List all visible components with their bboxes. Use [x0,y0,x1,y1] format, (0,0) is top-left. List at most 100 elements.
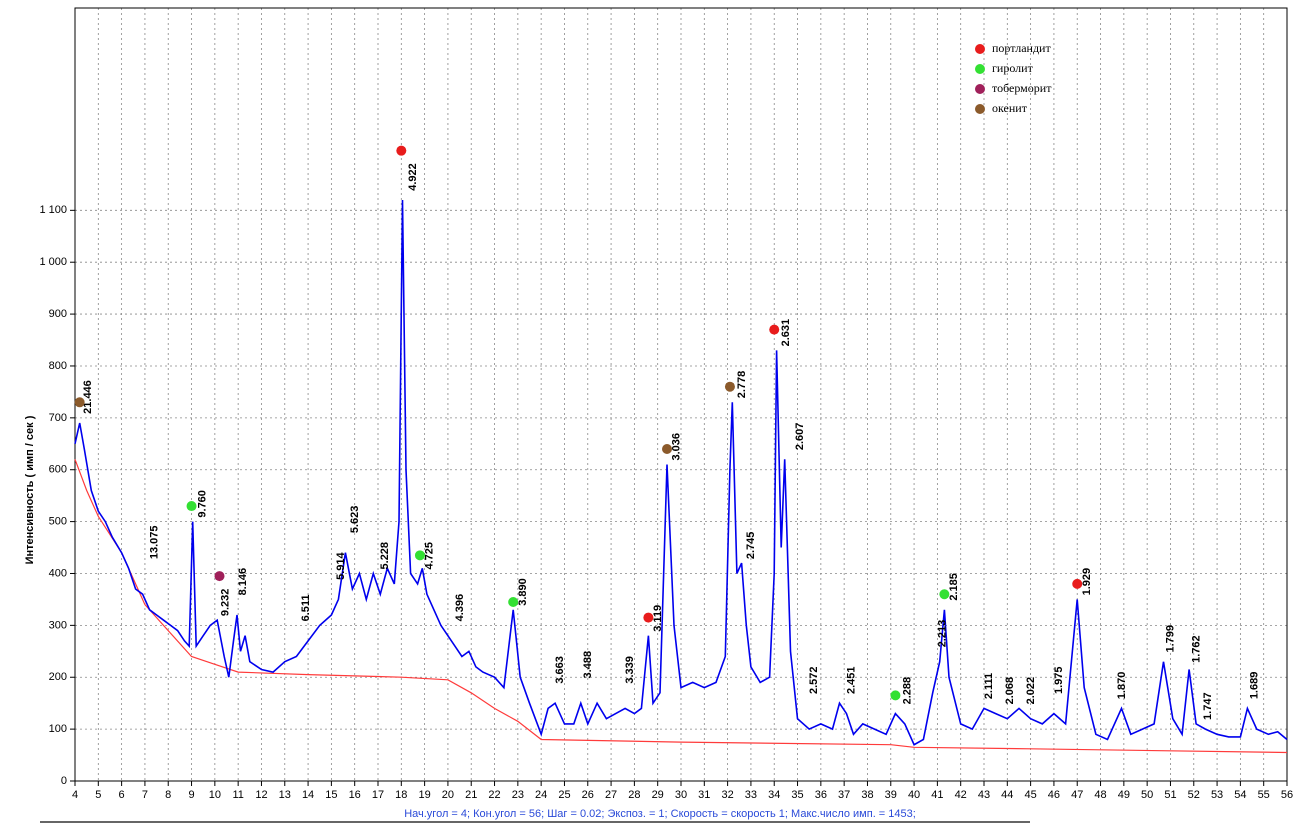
x-tick-label: 12 [255,789,267,801]
x-tick-label: 52 [1188,789,1200,801]
peak-label: 3.119 [652,605,664,632]
caption: Нач.угол = 4; Кон.угол = 56; Шаг = 0.02;… [404,808,916,820]
x-tick-label: 33 [745,789,757,801]
peak-label: 2.288 [901,677,913,705]
x-tick-label: 35 [791,789,803,801]
peak-label: 2.213 [936,620,948,648]
x-tick-label: 13 [279,789,291,801]
y-tick-label: 400 [49,567,67,579]
peak-label: 2.111 [983,673,995,699]
x-tick-label: 15 [325,789,337,801]
x-tick-label: 4 [72,789,78,801]
y-tick-label: 600 [49,464,67,476]
x-tick-label: 39 [885,789,897,801]
x-tick-label: 17 [372,789,384,801]
phase-marker [396,145,407,156]
phase-marker [214,571,225,582]
series-line [74,199,1288,746]
x-tick-label: 48 [1094,789,1106,801]
peak-label: 9.760 [196,490,208,518]
x-tick-label: 53 [1211,789,1223,801]
x-tick-label: 19 [418,789,430,801]
x-tick-label: 10 [209,789,221,801]
x-tick-label: 20 [442,789,454,801]
peak-label: 6.511 [300,594,312,621]
x-tick-label: 45 [1024,789,1036,801]
legend-marker [975,44,985,54]
x-tick-label: 21 [465,789,477,801]
peak-label: 2.185 [948,573,960,601]
peak-label: 2.022 [1025,677,1037,705]
x-tick-label: 54 [1234,789,1246,801]
x-tick-label: 50 [1141,789,1153,801]
y-tick-label: 700 [49,412,67,424]
x-tick-label: 6 [119,789,125,801]
phase-marker [1072,578,1083,589]
phase-marker [890,690,901,701]
x-tick-label: 36 [815,789,827,801]
x-tick-label: 51 [1164,789,1176,801]
peak-label: 1.870 [1116,672,1128,700]
x-tick-label: 41 [931,789,943,801]
y-tick-label: 500 [49,516,67,528]
x-tick-label: 22 [488,789,500,801]
peak-label: 1.799 [1165,625,1177,653]
phase-marker [74,397,85,408]
legend-label: гиролит [992,61,1034,75]
phase-marker [508,597,519,608]
x-tick-label: 38 [861,789,873,801]
legend-marker [975,84,985,94]
x-tick-label: 11 [232,789,243,801]
x-tick-label: 56 [1281,789,1293,801]
y-tick-label: 1 000 [39,256,67,268]
legend-marker [975,104,985,114]
peak-label: 1.929 [1081,568,1093,596]
peak-label: 2.778 [736,371,748,399]
y-axis-label: Интенсивность ( имп / сек ) [24,415,36,564]
peak-label: 3.036 [671,433,683,461]
x-tick-label: 34 [768,789,780,801]
x-tick-label: 31 [698,789,710,801]
x-tick-label: 37 [838,789,850,801]
peak-label: 1.689 [1249,672,1261,700]
peak-label: 21.446 [82,380,94,414]
y-tick-label: 300 [49,619,67,631]
x-tick-label: 7 [142,789,148,801]
peak-label: 4.922 [407,163,419,191]
peak-label: 1.762 [1190,635,1202,663]
peak-label: 3.488 [582,651,594,679]
x-tick-label: 30 [675,789,687,801]
x-tick-label: 42 [955,789,967,801]
x-tick-label: 29 [652,789,664,801]
peak-label: 2.631 [780,319,792,347]
x-tick-label: 46 [1048,789,1060,801]
x-tick-label: 43 [978,789,990,801]
peak-label: 2.068 [1004,677,1016,705]
x-tick-label: 25 [558,789,570,801]
x-tick-label: 5 [95,789,101,801]
plot-frame [74,7,1288,782]
peak-label: 2.572 [808,666,820,694]
peak-label: 1.975 [1053,666,1065,694]
peak-label: 8.146 [237,568,249,596]
x-tick-label: 55 [1258,789,1270,801]
legend-label: портландит [992,41,1051,55]
y-tick-label: 0 [61,775,67,787]
y-tick-label: 200 [49,671,67,683]
phase-marker [662,443,673,454]
peak-label: 2.607 [794,423,806,451]
phase-marker [186,501,197,512]
x-tick-label: 47 [1071,789,1083,801]
y-tick-label: 100 [49,723,67,735]
x-tick-label: 8 [165,789,171,801]
legend-label: окенит [992,101,1028,115]
x-tick-label: 26 [582,789,594,801]
peak-label: 3.663 [554,656,566,684]
phase-marker [724,381,735,392]
peak-label: 13.075 [148,525,160,559]
peak-label: 5.623 [349,506,361,534]
peak-label: 9.232 [220,589,232,617]
x-tick-label: 18 [395,789,407,801]
